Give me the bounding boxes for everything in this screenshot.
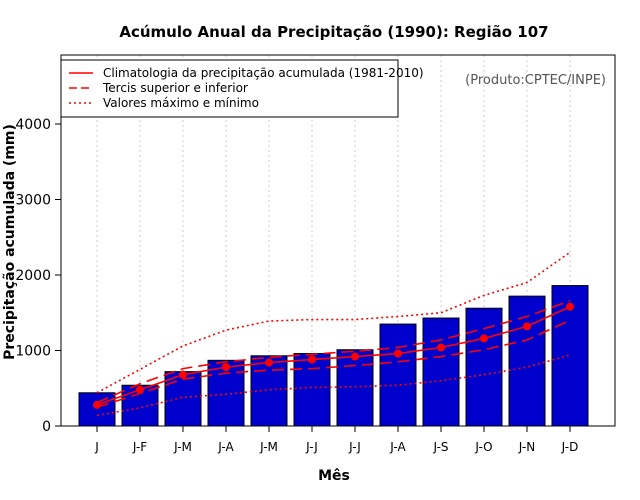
x-tick-label-6: J-J (348, 440, 361, 454)
x-tick-label-1: J-F (132, 440, 147, 454)
bar-5 (293, 353, 331, 427)
x-tick-label-9: J-O (474, 440, 492, 454)
bar-9 (465, 307, 503, 427)
y-tick-label-2: 2000 (15, 268, 51, 284)
series-line-4 (96, 354, 571, 417)
x-tick-label-11: J-D (561, 440, 579, 454)
y-tick-label-4: 4000 (15, 117, 51, 133)
bar-3 (207, 359, 245, 427)
climatology-point-11 (566, 302, 574, 311)
x-tick-label-2: J-M (173, 440, 192, 454)
bar-7 (379, 323, 417, 427)
x-axis: J J-F J-M J-A J-M J-J J-J J-A J-S J-O J-N J-D (94, 426, 578, 454)
bar-4 (250, 355, 288, 427)
climatology-point-1 (136, 385, 144, 394)
bars (78, 285, 589, 427)
bar-6 (336, 349, 374, 427)
legend-extremes-label: Valores máximo e mínimo (103, 96, 259, 110)
x-tick-label-10: J-N (518, 440, 535, 454)
climatology-point-8 (437, 343, 445, 352)
bar-8 (422, 317, 460, 427)
y-tick-label-0: 0 (42, 419, 51, 435)
y-tick-label-1: 1000 (15, 344, 51, 360)
x-tick-label-7: J-A (389, 440, 406, 454)
climatology-point-4 (265, 358, 273, 367)
series-line-0 (96, 305, 571, 406)
y-tick-label-3: 3000 (15, 193, 51, 209)
series-lines (93, 251, 574, 417)
climatology-point-7 (394, 349, 402, 358)
plot-frame (60, 54, 616, 427)
x-tick-label-4: J-M (259, 440, 278, 454)
y-axis-label: Precipitação acumulada (mm) (2, 124, 18, 360)
chart-title: Acúmulo Anual da Precipitação (1990): Re… (119, 23, 548, 41)
x-tick-label-3: J-A (217, 440, 234, 454)
x-tick-label-8: J-S (432, 440, 448, 454)
x-axis-label: Mês (318, 468, 350, 484)
x-tick-label-5: J-J (305, 440, 318, 454)
legend-climatology-label: Climatologia da precipitação acumulada (… (103, 66, 424, 80)
legend-terciles-label: Tercis superior e inferior (102, 81, 248, 95)
series-line-2 (96, 319, 571, 408)
climatology-point-3 (222, 363, 230, 372)
climatology-point-10 (523, 322, 531, 331)
x-tick-label-0: J (94, 440, 99, 454)
credit-text: (Produto:CPTEC/INPE) (465, 73, 606, 88)
legend-box (60, 59, 399, 118)
climatology-point-6 (351, 352, 359, 361)
climatology-point-2 (179, 370, 187, 379)
bar-0 (78, 392, 116, 427)
climatology-point-9 (480, 334, 488, 343)
legend: Climatologia da precipitação acumulada (… (60, 59, 424, 118)
series-line-1 (96, 299, 571, 404)
climatology-point-5 (308, 355, 316, 364)
y-axis: 0 1000 2000 3000 4000 (15, 117, 61, 435)
bar-10 (508, 295, 546, 427)
